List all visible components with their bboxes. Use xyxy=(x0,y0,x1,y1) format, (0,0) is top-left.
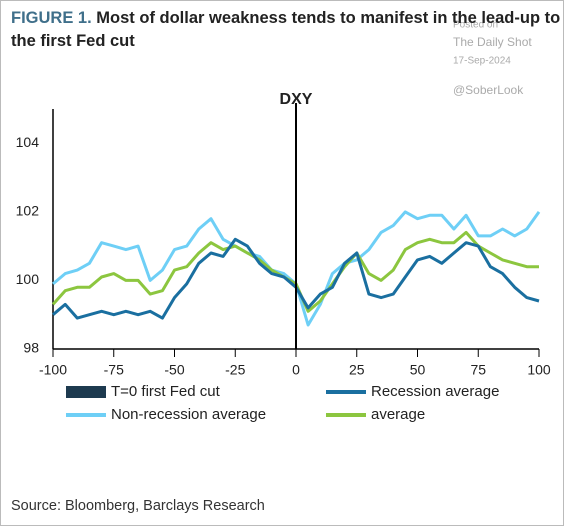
legend-label: average xyxy=(371,406,425,423)
watermark: @SoberLook xyxy=(453,83,524,97)
title-text: Most of dollar weakness tends to manifes… xyxy=(11,9,561,50)
chart-title: FIGURE 1. Most of dollar weakness tends … xyxy=(11,7,561,53)
legend-label: Non-recession average xyxy=(111,406,266,423)
watermark: 17-Sep-2024 xyxy=(453,56,511,67)
source: Source: Bloomberg, Barclays Research xyxy=(11,498,265,514)
y-tick-label: 102 xyxy=(16,203,40,219)
x-tick-label: -100 xyxy=(39,362,67,378)
x-tick-label: 100 xyxy=(527,362,551,378)
legend-label: T=0 first Fed cut xyxy=(111,383,221,400)
y-tick-label: 100 xyxy=(16,271,40,287)
watermark: The Daily Shot xyxy=(453,35,532,49)
x-tick-label: 75 xyxy=(470,362,486,378)
annotation: DXY xyxy=(280,91,313,108)
y-tick-label: 104 xyxy=(16,134,40,150)
x-tick-label: 50 xyxy=(410,362,426,378)
x-tick-label: -50 xyxy=(164,362,184,378)
title-prefix: FIGURE 1. xyxy=(11,9,92,27)
x-tick-label: 25 xyxy=(349,362,365,378)
legend-label: Recession average xyxy=(371,383,499,400)
watermark: Posted on xyxy=(453,20,498,31)
x-tick-label: 0 xyxy=(292,362,300,378)
x-tick-label: -25 xyxy=(225,362,245,378)
legend-swatch xyxy=(66,386,106,398)
x-tick-label: -75 xyxy=(104,362,124,378)
y-tick-label: 98 xyxy=(23,340,39,356)
